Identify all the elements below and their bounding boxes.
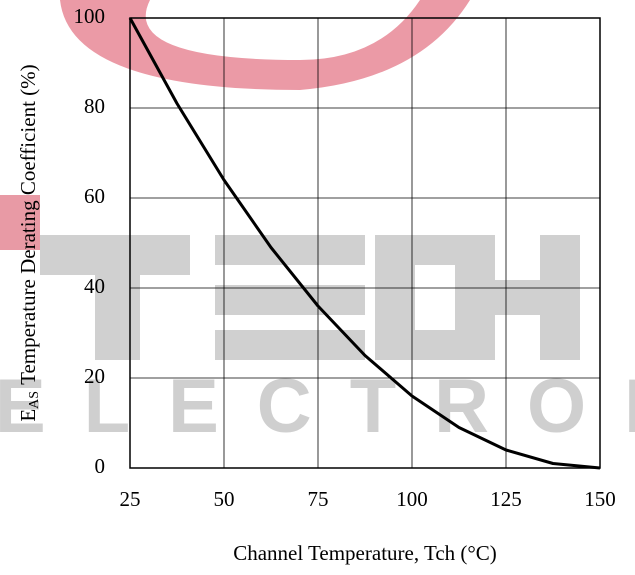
x-axis-label: Channel Temperature, Tch (°C): [233, 541, 497, 565]
y-label-subscript: AS: [27, 391, 42, 409]
y-tick-label: 40: [84, 274, 105, 298]
x-tick-label: 75: [308, 487, 329, 511]
x-tick-label: 50: [214, 487, 235, 511]
x-tick-label: 25: [120, 487, 141, 511]
y-tick-label: 20: [84, 364, 105, 388]
x-tick-label: 150: [584, 487, 616, 511]
x-tick-label: 125: [490, 487, 522, 511]
data-line: [128, 17, 601, 470]
y-tick-label: 60: [84, 184, 105, 208]
y-label-base: E: [16, 409, 40, 422]
watermark-logo: [40, 235, 580, 360]
y-tick-label: 100: [74, 4, 106, 28]
watermark-swoosh: [60, 0, 470, 90]
y-tick-label: 0: [95, 454, 106, 478]
y-axis-label: EAS Temperature Derating Coefficient (%): [16, 64, 42, 421]
y-label-text: Temperature Derating Coefficient (%): [16, 64, 40, 385]
y-tick-label: 80: [84, 94, 105, 118]
watermark-swoosh: [0, 195, 40, 250]
x-tick-label: 100: [396, 487, 428, 511]
plot-area: 0 20 40 60 80 100 25 50 75 100 125 150: [74, 4, 616, 511]
plot-frame: [129, 17, 601, 469]
